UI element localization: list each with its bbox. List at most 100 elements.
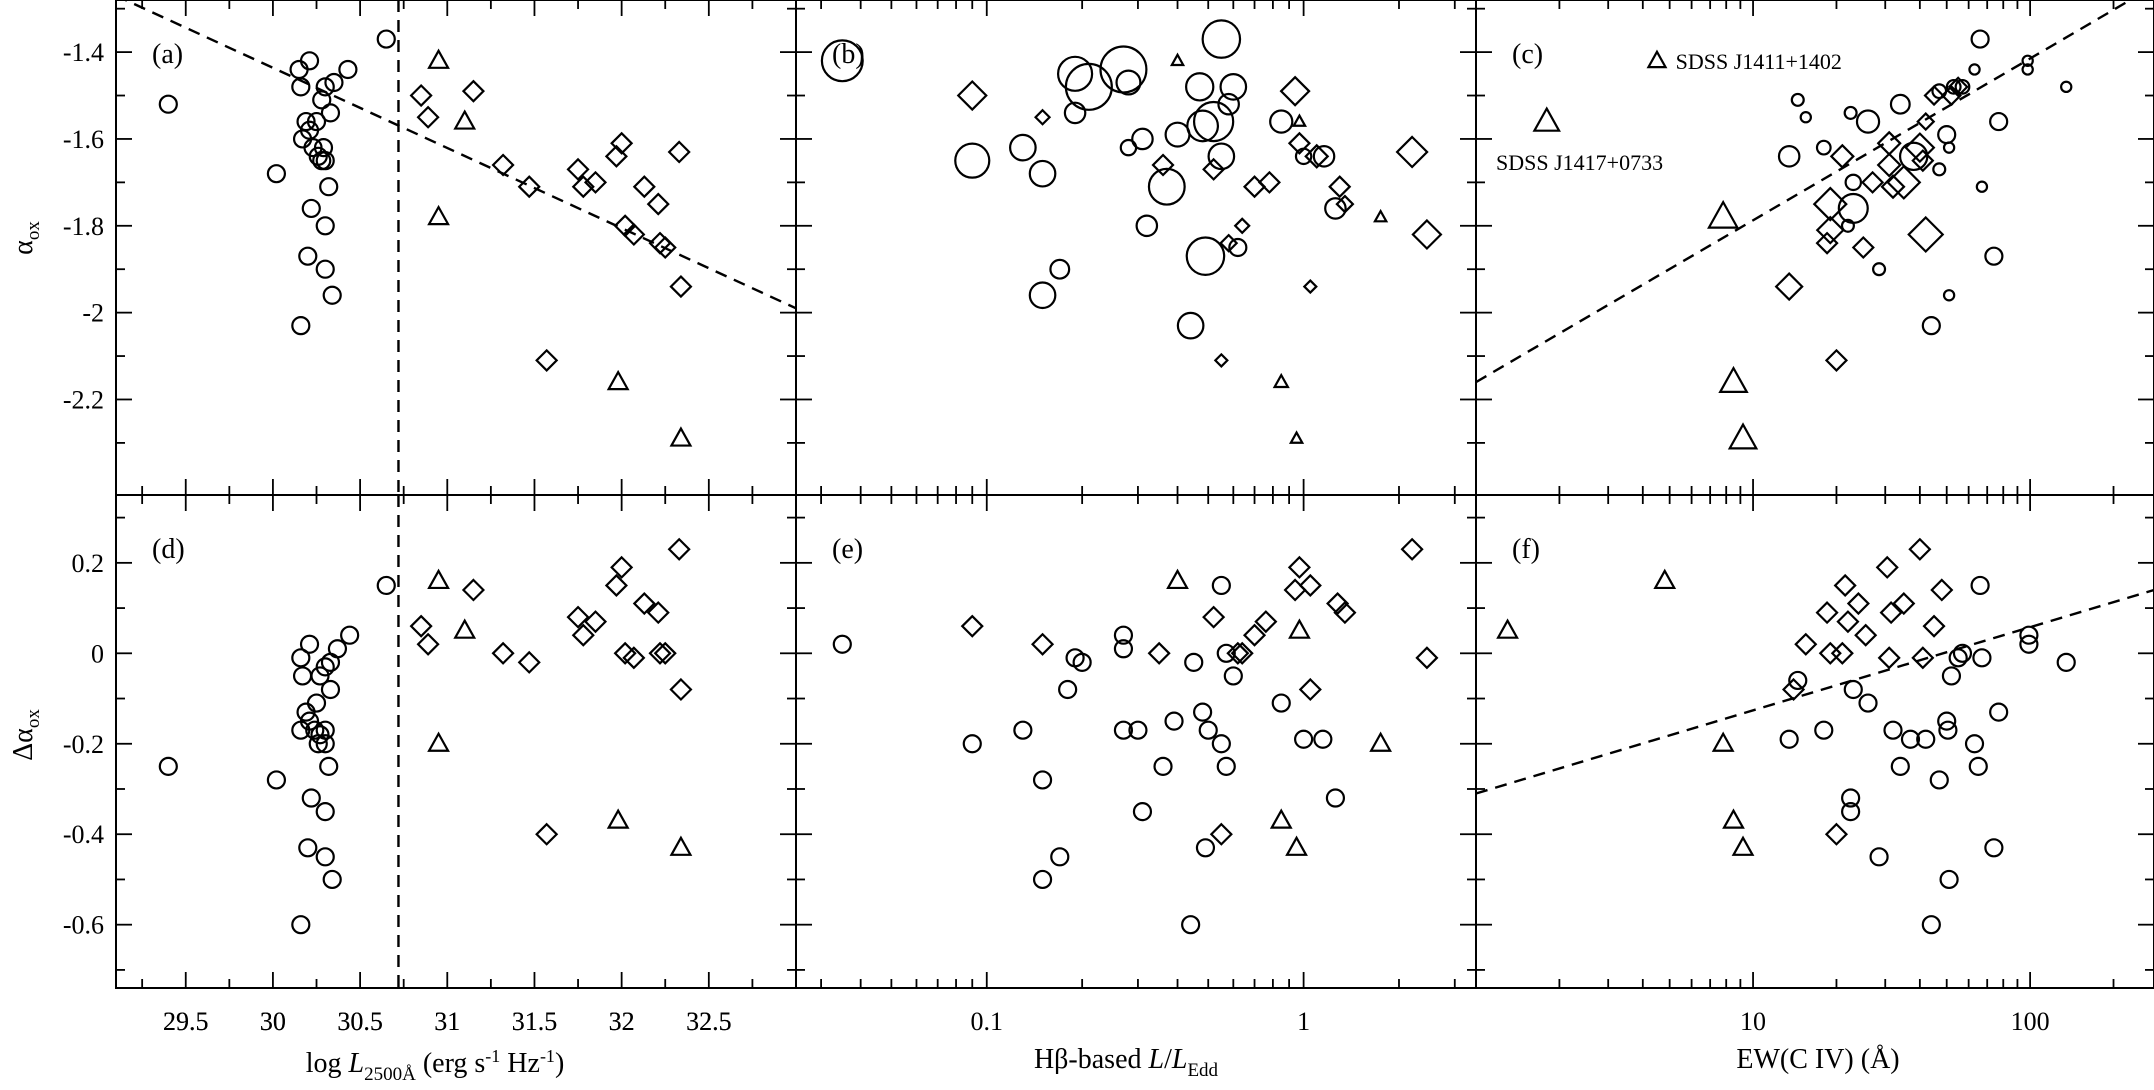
diamond-point [604, 573, 628, 598]
circle-point [1840, 218, 1855, 233]
diamond-point [1328, 175, 1352, 199]
circle-point [1184, 652, 1204, 672]
circle-point [1841, 788, 1861, 808]
xlabel-left-c: Hz [500, 1048, 540, 1079]
circle-point [1135, 214, 1159, 238]
diamond-point [517, 650, 541, 674]
circle-point [1970, 575, 1990, 596]
panel-letter: (c) [1512, 39, 1543, 70]
diamond-point [646, 192, 670, 216]
circle-point [1198, 720, 1218, 740]
diamond-point [583, 170, 608, 194]
x-tick-label: 32.5 [686, 1007, 732, 1036]
circle-point [312, 90, 332, 110]
circle-point [1028, 159, 1057, 188]
ylabel-top: αox [8, 221, 44, 255]
circle-point [1938, 720, 1958, 740]
circle-point [1941, 666, 1962, 686]
circle-point [2021, 63, 2034, 76]
circle-point [1164, 121, 1191, 148]
triangle-point [1653, 568, 1677, 590]
circle-point [1294, 729, 1314, 749]
triangle-point [1496, 618, 1519, 639]
panel-frame [1475, 494, 2154, 989]
diamond-point [1257, 170, 1281, 194]
circle-point [2019, 634, 2039, 654]
diamond-point [571, 175, 595, 199]
ylabel-bottom-sub: ox [23, 709, 44, 729]
triangle-point [669, 835, 693, 856]
circle-point [315, 802, 335, 822]
diamond-point [648, 641, 672, 665]
circle-point [1176, 311, 1205, 340]
diamond-point [1242, 623, 1267, 647]
x-tick-label: 32 [609, 1007, 635, 1036]
circle-point [1032, 869, 1053, 890]
diamond-point [1233, 217, 1251, 235]
circle-point [319, 756, 339, 776]
triangle-point [1711, 731, 1735, 752]
triangle-point [1532, 106, 1561, 132]
circle-point [1128, 720, 1148, 740]
circle-point [1211, 575, 1231, 596]
y-tick-label: -1.8 [63, 212, 104, 241]
circle-point [291, 77, 311, 97]
diamond-point [1287, 131, 1311, 155]
triangle-point [1646, 49, 1668, 69]
circle-point [315, 216, 335, 236]
circle-point [291, 316, 311, 336]
triangle-point [1373, 208, 1389, 223]
triangle-point [427, 568, 450, 590]
circle-point [1132, 802, 1153, 822]
triangle-point [453, 618, 477, 639]
triangle-point [1272, 372, 1290, 389]
diamond-point [1875, 555, 1899, 579]
xlabel-middle-a: Hβ-based [1034, 1044, 1149, 1075]
diamond-point [1202, 157, 1226, 181]
y-tick-label: -2.2 [63, 385, 104, 414]
circle-point [1013, 720, 1033, 740]
circle-point [315, 657, 335, 677]
circle-point [1777, 145, 1801, 168]
triangle-point [1727, 422, 1759, 450]
diamond-point [646, 601, 670, 625]
diamond-point [1818, 641, 1842, 665]
triangle-point [427, 48, 450, 69]
diamond-point [1908, 537, 1932, 561]
diamond-point [653, 235, 677, 260]
diamond-point [1923, 84, 1945, 107]
circle-point [1932, 162, 1947, 177]
diamond-point [1298, 677, 1322, 702]
circle-point [1216, 643, 1236, 663]
circle-point [327, 639, 348, 659]
circle-point [1929, 770, 1949, 790]
x-tick-label: 29.5 [163, 1007, 209, 1036]
circle-point [310, 725, 330, 745]
circle-point [1939, 869, 1959, 890]
diamond-point [1824, 822, 1849, 846]
diamond-point [1774, 272, 1804, 302]
diamond-point [1333, 601, 1357, 625]
circle-point [266, 770, 287, 790]
circle-point [1223, 666, 1243, 686]
circle-point [2019, 625, 2039, 645]
y-tick-label: -1.4 [63, 38, 104, 67]
circle-point [306, 693, 327, 713]
xlabel-left: log L2500Å (erg s-1 Hz-1) [306, 1046, 565, 1085]
panel-c: SDSS J1411+1402 SDSS J1417+0733 (c) [1475, 0, 2154, 496]
triangle-point [1369, 731, 1392, 752]
circle-point [1228, 237, 1248, 258]
diamond-point [1904, 132, 1936, 164]
circle-point [291, 720, 311, 740]
y-tick-label: 0.2 [72, 549, 105, 578]
circle-point [1313, 729, 1333, 749]
xlabel-middle-slash: / [1164, 1044, 1172, 1075]
circle-point [305, 720, 325, 740]
circle-point [2021, 54, 2034, 67]
circle-point [1201, 19, 1242, 59]
circle-point [954, 142, 991, 179]
circle-point [1890, 756, 1910, 776]
xlabel-right: EW(C IV) (Å) [1736, 1044, 1899, 1075]
plot-area [832, 537, 1439, 935]
y-tick-label: -1.6 [63, 125, 104, 154]
